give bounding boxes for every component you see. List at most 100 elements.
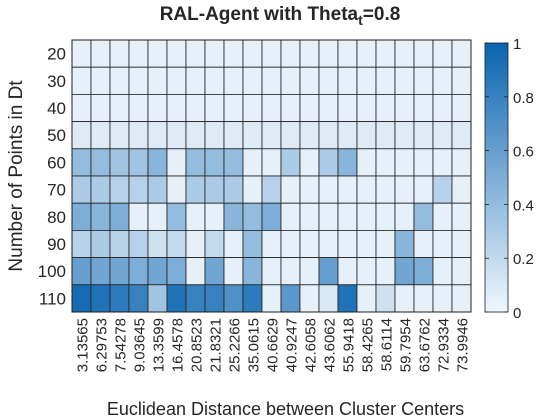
heatmap-cell <box>223 202 244 231</box>
heatmap-cell <box>71 175 92 204</box>
heatmap-cell <box>299 148 320 177</box>
heatmap-cell <box>394 39 415 68</box>
heatmap-cell <box>223 148 244 177</box>
heatmap-cell <box>223 229 244 258</box>
y-tick-label: 50 <box>47 126 66 145</box>
heatmap-cell <box>432 121 453 150</box>
y-tick-label: 60 <box>47 153 66 172</box>
heatmap-cell <box>242 121 263 150</box>
heatmap-cell <box>451 39 472 68</box>
y-axis-label: Number of Points in Dt <box>6 80 27 272</box>
heatmap-cell <box>109 39 130 68</box>
x-tick-label: 16.4578 <box>170 318 187 372</box>
heatmap-cell <box>375 39 396 68</box>
x-tick-label: 21.8321 <box>208 318 225 372</box>
heatmap-cell <box>109 175 130 204</box>
heatmap-cell <box>166 148 187 177</box>
heatmap-cell <box>318 202 339 231</box>
heatmap-cell <box>109 257 130 286</box>
heatmap-cell <box>356 39 377 68</box>
heatmap-cell <box>451 148 472 177</box>
heatmap-cell <box>147 202 168 231</box>
heatmap-cell <box>318 175 339 204</box>
heatmap-cell <box>337 66 358 95</box>
heatmap-cell <box>242 202 263 231</box>
heatmap-cell <box>261 121 282 150</box>
y-tick-label: 40 <box>47 99 66 118</box>
heatmap-cell <box>166 175 187 204</box>
x-tick-label: 35.0615 <box>246 318 263 372</box>
y-tick-label: 90 <box>47 235 66 254</box>
heatmap-cell <box>242 229 263 258</box>
heatmap-cell <box>337 94 358 123</box>
heatmap-cell <box>71 229 92 258</box>
heatmap-cell <box>337 229 358 258</box>
heatmap-cell <box>147 94 168 123</box>
heatmap-cell <box>223 66 244 95</box>
heatmap-cell <box>318 229 339 258</box>
heatmap-cell <box>204 202 225 231</box>
heatmap-cell <box>337 257 358 286</box>
heatmap-cell <box>356 148 377 177</box>
heatmap-cell <box>166 229 187 258</box>
heatmap-cell <box>90 257 111 286</box>
heatmap-cell <box>432 257 453 286</box>
heatmap-cell <box>90 94 111 123</box>
heatmap-cell <box>147 66 168 95</box>
heatmap-cell <box>147 175 168 204</box>
heatmap-cell <box>166 284 187 313</box>
heatmap-cell <box>451 202 472 231</box>
heatmap-cell <box>204 148 225 177</box>
x-tick-label: 7.54278 <box>113 318 130 372</box>
x-axis-label: Euclidean Distance between Cluster Cente… <box>107 399 464 419</box>
heatmap-cell <box>147 284 168 313</box>
heatmap-cell <box>223 39 244 68</box>
heatmap-cell <box>223 175 244 204</box>
heatmap-cell <box>337 121 358 150</box>
heatmap-cell <box>394 175 415 204</box>
x-tick-label: 59.7954 <box>398 318 415 372</box>
heatmap-cell <box>109 94 130 123</box>
heatmap-cell <box>71 66 92 95</box>
heatmap-cell <box>299 284 320 313</box>
heatmap-cell <box>204 229 225 258</box>
heatmap-cell <box>90 66 111 95</box>
colorbar <box>484 42 509 313</box>
heatmap-cell <box>204 94 225 123</box>
heatmap-cell <box>261 148 282 177</box>
heatmap-cell <box>166 257 187 286</box>
x-tick-label: 40.9247 <box>284 318 301 372</box>
heatmap-cell <box>90 202 111 231</box>
heatmap-cell <box>337 39 358 68</box>
colorbar-tick-label: 0 <box>513 305 521 322</box>
heatmap-cell <box>432 229 453 258</box>
heatmap-cell <box>299 175 320 204</box>
chart-title: RAL-Agent with Thetat=0.8 <box>159 4 401 28</box>
x-tick-label: 73.9946 <box>455 318 472 372</box>
heatmap-cell <box>337 175 358 204</box>
y-tick-label: 30 <box>47 72 66 91</box>
heatmap-cell <box>185 284 206 313</box>
plot-frame <box>71 39 472 313</box>
heatmap-cell <box>71 121 92 150</box>
heatmap-cell <box>318 284 339 313</box>
colorbar-tick-label: 1 <box>513 36 521 53</box>
heatmap-cell <box>394 94 415 123</box>
heatmap-cell <box>280 257 301 286</box>
heatmap-cell <box>128 148 149 177</box>
heatmap-cell <box>109 202 130 231</box>
heatmap-cell <box>128 229 149 258</box>
y-tick-label: 100 <box>38 262 66 281</box>
heatmap-cell <box>432 39 453 68</box>
heatmap-cell <box>318 66 339 95</box>
heatmap-cell <box>128 121 149 150</box>
heatmap-cell <box>394 202 415 231</box>
heatmap-cell <box>90 175 111 204</box>
heatmap-cell <box>166 94 187 123</box>
heatmap-cell <box>280 121 301 150</box>
heatmap-cell <box>128 94 149 123</box>
heatmap-cell <box>71 39 92 68</box>
heatmap-cell <box>280 148 301 177</box>
heatmap-cell <box>318 39 339 68</box>
colorbar-tick-label: 0.2 <box>513 251 534 268</box>
